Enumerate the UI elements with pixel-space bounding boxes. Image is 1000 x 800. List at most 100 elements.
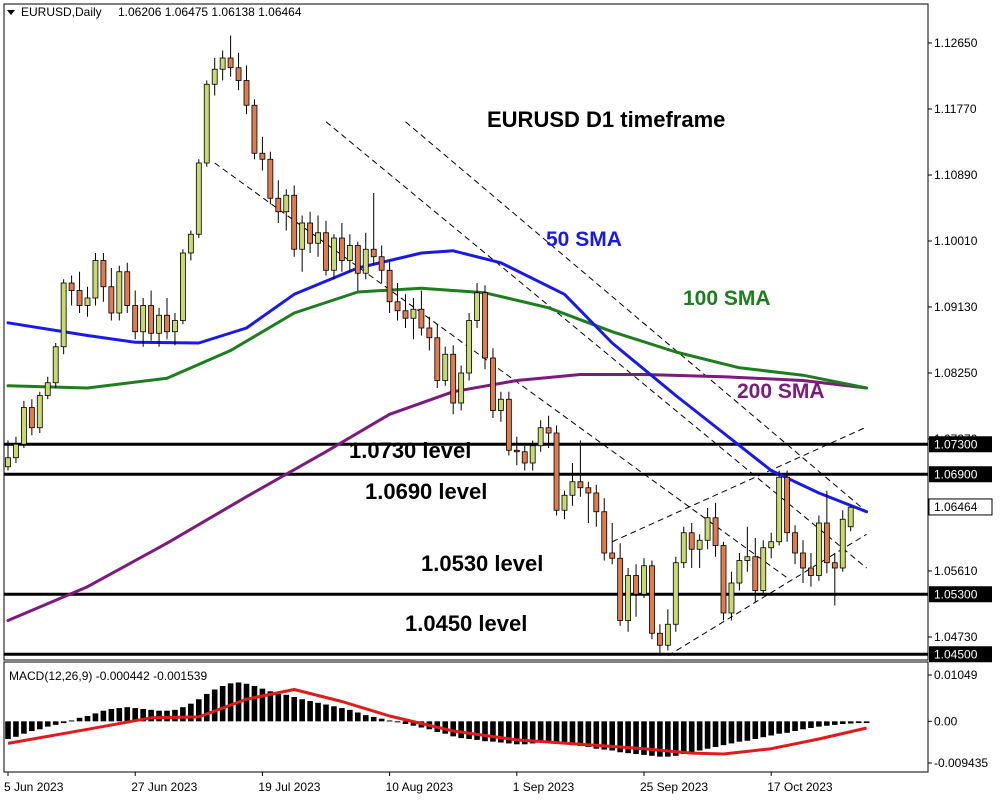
- candle-body: [235, 67, 242, 81]
- symbol-label: EURUSD,Daily: [21, 5, 102, 19]
- macd-histogram-bar: [466, 721, 472, 739]
- candle: [378, 245, 385, 283]
- candle-body: [299, 222, 306, 250]
- candle-body: [442, 353, 449, 381]
- macd-histogram-bar: [52, 721, 59, 725]
- macd-signal-line: [7, 688, 867, 756]
- candle: [672, 556, 679, 632]
- macd-histogram-bar: [299, 699, 305, 722]
- macd-histogram-bar: [227, 683, 234, 722]
- macd-histogram-bar: [792, 721, 798, 732]
- candle-body: [800, 552, 806, 569]
- candle: [450, 345, 457, 415]
- candle: [497, 391, 504, 422]
- macd-histogram-bar: [116, 708, 123, 722]
- candle-body: [601, 511, 608, 554]
- candle-body: [251, 104, 258, 154]
- candle-body: [5, 457, 11, 468]
- candle: [299, 215, 306, 272]
- date-tick-label: 25 Sep 2023: [640, 780, 708, 794]
- candle: [402, 294, 409, 328]
- candle-body: [641, 565, 647, 595]
- sma50-label: 50 SMA: [546, 228, 622, 251]
- candle: [633, 564, 639, 617]
- macd-tick-label: 0.01049: [934, 668, 978, 682]
- candle-body: [195, 162, 202, 235]
- macd-histogram-bar: [736, 721, 743, 742]
- candle-body: [823, 522, 830, 564]
- macd-histogram-bar: [402, 721, 409, 724]
- macd-histogram-bar: [124, 707, 131, 722]
- candle-body: [219, 57, 226, 70]
- macd-histogram-bar: [839, 721, 846, 724]
- macd-histogram-bar: [649, 721, 655, 756]
- price-tick-label: 1.10010: [934, 234, 978, 248]
- candle-body: [410, 308, 417, 319]
- macd-histogram-bar: [577, 721, 584, 747]
- candle-body: [227, 57, 234, 69]
- macd-histogram-bar: [688, 721, 695, 753]
- candle-body: [13, 443, 19, 459]
- candle-body: [672, 562, 679, 625]
- date-tick-label: 17 Oct 2023: [767, 780, 833, 794]
- candle-body: [60, 282, 67, 348]
- macd-histogram-bar: [712, 721, 719, 747]
- candle: [529, 440, 536, 471]
- macd-histogram-bar: [545, 721, 552, 743]
- macd-histogram-bar: [696, 721, 703, 751]
- candle: [657, 624, 663, 656]
- sma50-line: [6, 249, 869, 514]
- macd-histogram-bar: [625, 721, 631, 754]
- macd-histogram-bar: [593, 721, 600, 749]
- candle-body: [92, 260, 99, 299]
- price-tick-label: 1.11770: [934, 102, 977, 116]
- level-1069-label: 1.0690 level: [365, 479, 487, 504]
- price-panel-frame: [3, 3, 929, 661]
- candle: [386, 260, 393, 313]
- candle: [816, 515, 822, 581]
- macd-histogram-bar: [776, 721, 782, 734]
- candle: [140, 298, 147, 347]
- macd-histogram-bar: [863, 721, 870, 724]
- candle-body: [521, 451, 528, 464]
- candle-body: [172, 320, 178, 333]
- candle-body: [275, 197, 282, 213]
- candle-body: [577, 481, 584, 489]
- candle: [688, 523, 695, 568]
- candle: [5, 440, 11, 471]
- candle-body: [116, 271, 123, 314]
- macd-histogram-bar: [100, 710, 107, 722]
- symbol-dropdown-icon[interactable]: [7, 10, 15, 15]
- candle: [561, 490, 568, 520]
- candle-body: [44, 382, 51, 396]
- macd-histogram-bar: [156, 710, 162, 722]
- candle: [585, 481, 592, 523]
- candle-body: [291, 194, 298, 250]
- macd-histogram-bar: [808, 721, 814, 728]
- candle: [513, 436, 520, 466]
- candle: [235, 52, 242, 91]
- candle: [164, 298, 170, 340]
- candle: [227, 35, 234, 77]
- macd-histogram-bar: [355, 712, 361, 722]
- date-tick-label: 27 Jun 2023: [131, 780, 197, 794]
- candle: [720, 541, 727, 621]
- candle-body: [497, 398, 504, 411]
- macd-histogram-bar: [251, 685, 258, 722]
- candle-body: [434, 337, 441, 381]
- candle: [20, 400, 27, 448]
- level-1073-label: 1.0730 level: [349, 438, 471, 463]
- candle-body: [816, 522, 822, 576]
- candle-body: [354, 245, 361, 274]
- macd-histogram-bar: [720, 721, 727, 746]
- candle-body: [370, 248, 377, 258]
- trendline: [667, 533, 867, 657]
- candle: [649, 560, 655, 640]
- candle-body: [505, 398, 512, 451]
- macd-histogram-bar: [704, 721, 711, 749]
- candle-body: [140, 305, 147, 333]
- sma100-line: [6, 286, 869, 390]
- candle-body: [657, 632, 663, 646]
- candle: [346, 234, 353, 272]
- candle-body: [649, 565, 655, 634]
